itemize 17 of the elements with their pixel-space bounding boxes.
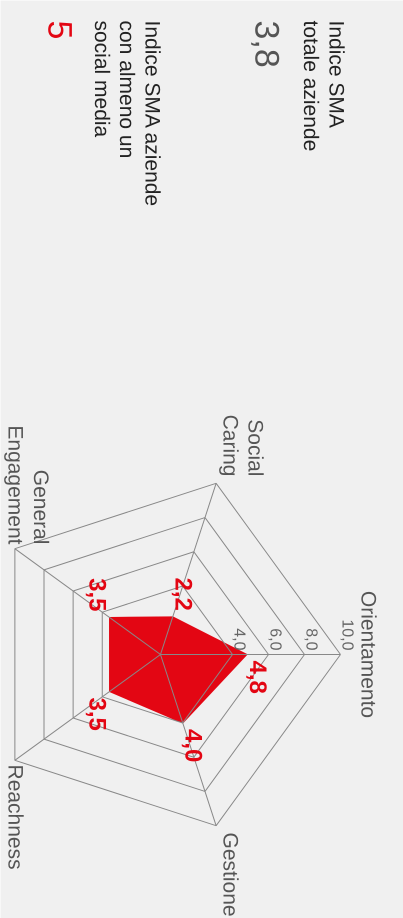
spoke-label: Gestione (218, 832, 242, 917)
data-label: 3,5 (84, 578, 111, 612)
y-tick-label: 6,0 (266, 628, 284, 651)
spoke-label: Reachness (4, 764, 26, 870)
text: 3,8 (248, 20, 286, 68)
spoke-label: Orientamento (356, 590, 380, 718)
text: Indice SMA aziende con almeno un social media (90, 20, 164, 206)
spoke-label: Social Caring (218, 414, 267, 476)
y-tick-label: 10,0 (338, 619, 356, 651)
data-label: 2,2 (170, 577, 197, 611)
y-tick-label: 8,0 (302, 628, 320, 651)
data-label: 4,0 (180, 728, 207, 762)
spoke-label: General Engagement (4, 425, 52, 545)
text: 5 (40, 20, 78, 40)
data-label: 3,5 (84, 698, 111, 731)
data-label: 4,8 (244, 660, 271, 694)
text: Indice SMA totale aziende (299, 20, 348, 152)
